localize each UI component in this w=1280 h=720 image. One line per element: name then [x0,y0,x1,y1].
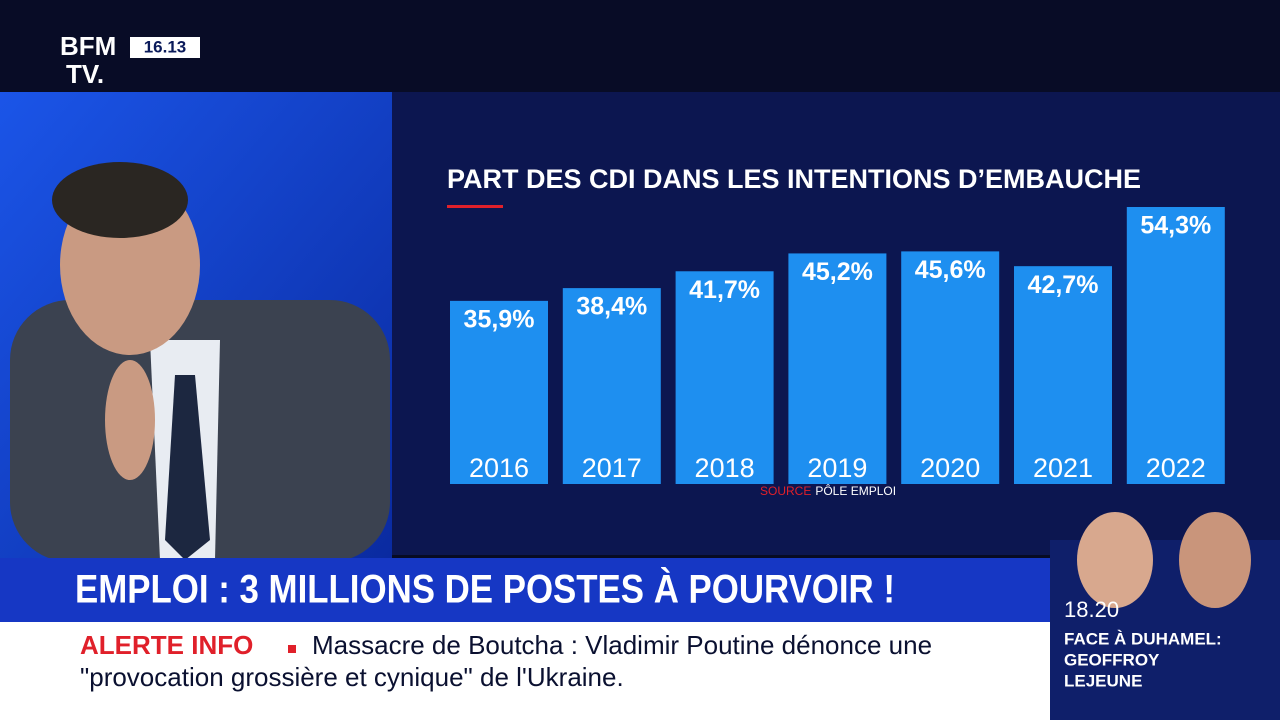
value-label: 35,9% [464,305,535,333]
guest-photo [1077,512,1153,608]
bars: 35,9% 2016 38,4% 2017 41,7% 2018 45,2% 2019 45,6… [450,207,1225,484]
x-tick-label: 2022 [1146,453,1206,483]
top-bar [0,0,1280,92]
x-tick-label: 2016 [469,453,529,483]
bar [450,300,548,484]
headline-band [0,558,1050,622]
clock-box [130,37,200,58]
value-label: 38,4% [576,293,647,321]
next-title: FACE À DUHAMEL: [1064,629,1222,648]
x-tick-label: 2017 [582,453,642,483]
bar [901,251,1000,484]
x-tick-label: 2019 [807,453,867,483]
value-label: 41,7% [689,276,760,304]
chart-title: PART DES CDI DANS LES INTENTIONS D’EMBAU… [447,164,1141,194]
bar [675,271,774,484]
x-tick-label: 2021 [1033,453,1093,483]
clock: 16.13 [144,37,187,56]
bar [1014,266,1112,484]
headline: EMPLOI : 3 MILLIONS DE POSTES À POURVOIR… [75,567,895,612]
ticker-band [0,622,1050,720]
logo: BFM [60,31,116,61]
bar [562,288,661,484]
title-underline [447,205,503,208]
value-label: 42,7% [1028,271,1099,299]
ticker-label: ALERTE INFO [80,630,253,660]
presenter [10,162,390,562]
guest-photo [1179,512,1251,608]
x-tick-label: 2020 [920,453,980,483]
source: SOURCE PÔLE EMPLOI [760,483,896,498]
source-name: PÔLE EMPLOI [815,483,896,498]
logo: TV. [66,59,104,89]
ticker-bullet [288,645,296,653]
x-tick-label: 2018 [695,453,755,483]
value-label: 45,2% [802,258,873,286]
next-guest: LEJEUNE [1064,671,1142,690]
bar [788,253,887,484]
bar [1126,207,1225,484]
ticker-line: "provocation grossière et cynique" de l'… [80,662,624,692]
next-time: 18.20 [1064,597,1119,622]
ticker-line: Massacre de Boutcha : Vladimir Poutine d… [312,630,932,660]
next-guest: GEOFFROY [1064,650,1160,669]
source-label: SOURCE [760,484,811,498]
value-label: 54,3% [1140,212,1211,240]
value-label: 45,6% [915,256,986,284]
